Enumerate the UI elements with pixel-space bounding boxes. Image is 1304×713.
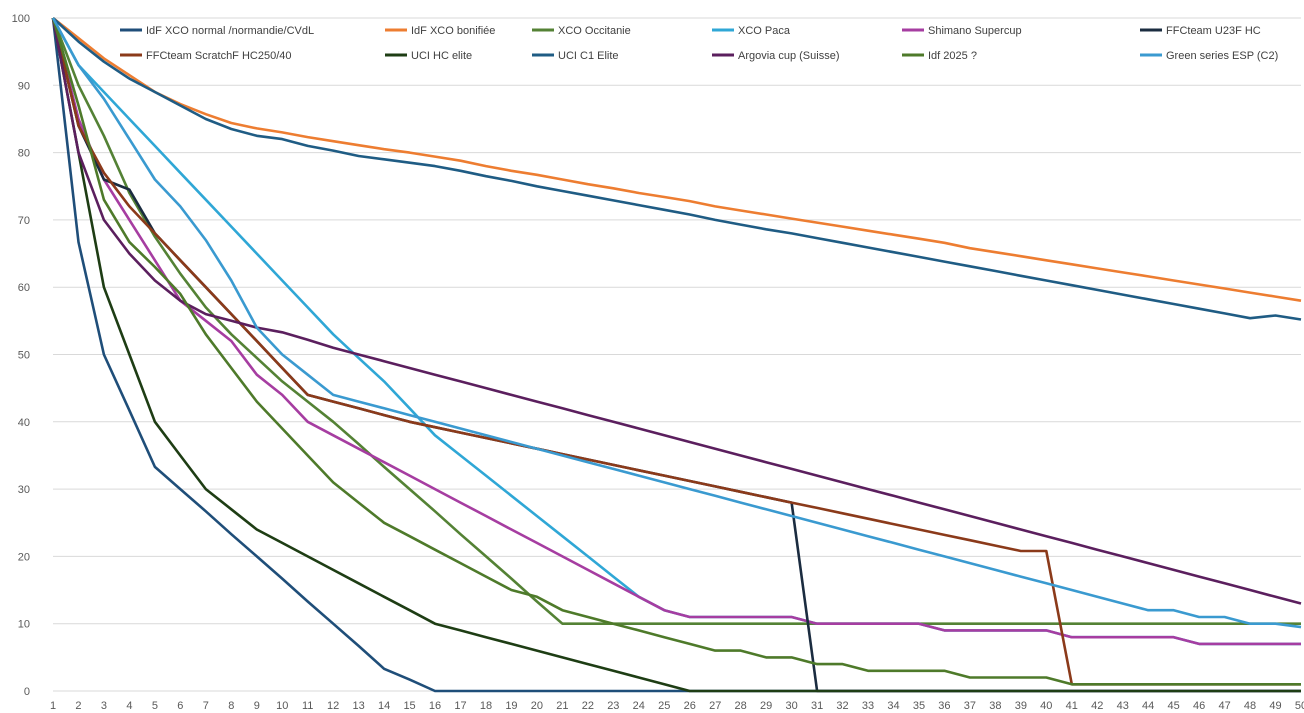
x-tick-label: 35 <box>913 700 925 712</box>
x-tick-label: 40 <box>1040 700 1052 712</box>
legend-label-8: UCI C1 Elite <box>558 50 619 62</box>
x-tick-label: 6 <box>177 700 183 712</box>
x-tick-label: 13 <box>353 700 365 712</box>
y-tick-label: 20 <box>18 551 30 563</box>
legend-label-3: XCO Paca <box>738 25 791 37</box>
y-tick-label: 100 <box>12 13 30 25</box>
x-tick-label: 33 <box>862 700 874 712</box>
x-tick-label: 20 <box>531 700 543 712</box>
y-tick-label: 50 <box>18 350 30 362</box>
legend-label-5: FFCteam U23F HC <box>1166 25 1261 37</box>
x-tick-label: 34 <box>887 700 899 712</box>
x-tick-label: 48 <box>1244 700 1256 712</box>
x-tick-label: 8 <box>228 700 234 712</box>
y-tick-label: 40 <box>18 417 30 429</box>
y-tick-label: 30 <box>18 484 30 496</box>
y-tick-label: 0 <box>24 686 30 698</box>
legend-label-0: IdF XCO normal /normandie/CVdL <box>146 25 314 37</box>
x-tick-label: 19 <box>505 700 517 712</box>
legend-label-6: FFCteam ScratchF HC250/40 <box>146 50 292 62</box>
x-tick-label: 3 <box>101 700 107 712</box>
x-tick-label: 4 <box>126 700 132 712</box>
series-line-7 <box>51 17 1301 693</box>
x-tick-label: 41 <box>1066 700 1078 712</box>
series-lines <box>51 16 1302 693</box>
y-tick-label: 80 <box>18 148 30 160</box>
series-line-4 <box>51 17 1301 646</box>
x-tick-label: 46 <box>1193 700 1205 712</box>
x-tick-label: 2 <box>75 700 81 712</box>
x-tick-label: 1 <box>50 700 56 712</box>
x-tick-label: 23 <box>607 700 619 712</box>
legend-label-2: XCO Occitanie <box>558 25 631 37</box>
series-line-10 <box>51 17 1301 686</box>
x-tick-label: 24 <box>633 700 645 712</box>
y-tick-label: 70 <box>18 215 30 227</box>
legend: IdF XCO normal /normandie/CVdL IdF XCO bo… <box>120 25 1278 62</box>
x-tick-label: 47 <box>1218 700 1230 712</box>
x-tick-label: 50 <box>1295 700 1304 712</box>
y-tick-label: 60 <box>18 282 30 294</box>
x-tick-label: 26 <box>684 700 696 712</box>
series-line-9 <box>51 17 1302 605</box>
y-tick-label: 90 <box>18 80 30 92</box>
x-tick-label: 43 <box>1117 700 1129 712</box>
gridlines <box>53 17 1301 692</box>
x-tick-label: 22 <box>582 700 594 712</box>
x-tick-label: 15 <box>403 700 415 712</box>
x-tick-label: 44 <box>1142 700 1154 712</box>
y-tick-label: 10 <box>18 619 30 631</box>
x-tick-label: 17 <box>454 700 466 712</box>
legend-label-7: UCI HC elite <box>411 50 472 62</box>
x-tick-label: 42 <box>1091 700 1103 712</box>
x-tick-label: 28 <box>735 700 747 712</box>
x-tick-label: 12 <box>327 700 339 712</box>
x-tick-label: 29 <box>760 700 772 712</box>
x-tick-label: 38 <box>989 700 1001 712</box>
legend-label-10: Idf 2025 ? <box>928 50 977 62</box>
series-line-11 <box>51 17 1302 629</box>
legend-label-11: Green series ESP (C2) <box>1166 50 1278 62</box>
series-line-8 <box>52 17 1302 321</box>
x-tick-label: 39 <box>1015 700 1027 712</box>
x-tick-label: 7 <box>203 700 209 712</box>
legend-label-9: Argovia cup (Suisse) <box>738 50 840 62</box>
x-tick-label: 30 <box>785 700 797 712</box>
x-tick-label: 27 <box>709 700 721 712</box>
x-tick-label: 37 <box>964 700 976 712</box>
series-line-1 <box>52 16 1302 302</box>
legend-label-4: Shimano Supercup <box>928 25 1022 37</box>
x-tick-label: 21 <box>556 700 568 712</box>
x-tick-label: 31 <box>811 700 823 712</box>
x-tick-label: 25 <box>658 700 670 712</box>
series-line-3 <box>51 17 1301 646</box>
x-tick-label: 16 <box>429 700 441 712</box>
x-tick-label: 49 <box>1269 700 1281 712</box>
x-tick-label: 18 <box>480 700 492 712</box>
x-tick-label: 9 <box>254 700 260 712</box>
x-tick-label: 11 <box>302 700 313 712</box>
x-tick-label: 45 <box>1168 700 1180 712</box>
x-tick-label: 32 <box>836 700 848 712</box>
x-tick-label: 5 <box>152 700 158 712</box>
x-tick-label: 10 <box>276 700 288 712</box>
x-tick-label: 36 <box>938 700 950 712</box>
x-tick-label: 14 <box>378 700 390 712</box>
legend-label-1: IdF XCO bonifiée <box>411 25 495 37</box>
series-line-2 <box>51 17 1301 626</box>
